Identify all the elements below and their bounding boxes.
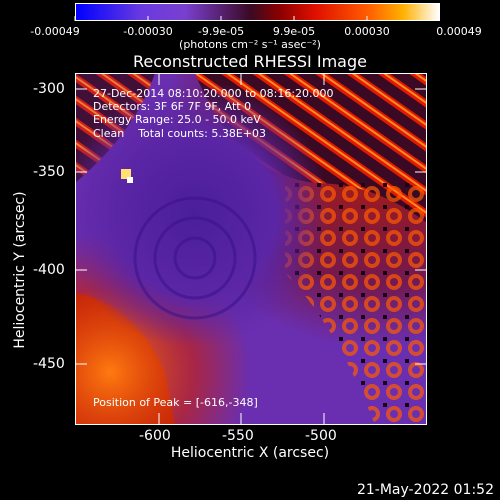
axis-ticks <box>75 73 427 425</box>
observation-info: 27-Dec-2014 08:10:20.000 to 08:16:20.000… <box>93 87 334 140</box>
colorbar-ticks <box>74 16 440 21</box>
colorbar-tick-label: 9.9e-05 <box>272 25 316 38</box>
info-line: Energy Range: 25.0 - 50.0 keV <box>93 113 261 127</box>
info-line: Detectors: 3F 6F 7F 9F, Att 0 <box>93 100 252 114</box>
colorbar-tick-label: -9.9e-05 <box>197 25 245 38</box>
y-tick-label: -450 <box>33 356 65 372</box>
timestamp: 21-May-2022 01:52 <box>356 482 494 498</box>
x-tick-label: -500 <box>305 428 337 444</box>
y-tick-label: -400 <box>33 262 65 278</box>
x-axis-label: Heliocentric X (arcsec) <box>170 445 330 461</box>
y-tick-label: -350 <box>33 164 65 180</box>
y-axis-label: Heliocentric Y (arcsec) <box>12 191 28 349</box>
peak-position: Position of Peak = [-616,-348] <box>93 396 258 409</box>
colorbar <box>75 3 440 21</box>
x-tick-label: -600 <box>139 428 171 444</box>
colorbar-tick-label: -0.00030 <box>123 25 173 38</box>
colorbar-units: (photons cm⁻² s⁻¹ asec⁻²) <box>179 38 321 51</box>
colorbar-tick-label: 0.00030 <box>344 25 390 38</box>
y-tick-label: -300 <box>33 81 65 97</box>
image-texture <box>75 73 427 425</box>
colorbar-tick-label: -0.00049 <box>30 25 80 38</box>
rhessi-image <box>75 73 427 425</box>
x-tick-label: -550 <box>222 428 254 444</box>
image-title: Reconstructed RHESSI Image <box>133 52 367 71</box>
colorbar-tick-label: 0.00049 <box>436 25 482 38</box>
info-line: Clean Total counts: 5.38E+03 <box>93 126 267 140</box>
info-line: 27-Dec-2014 08:10:20.000 to 08:16:20.000 <box>93 87 334 100</box>
